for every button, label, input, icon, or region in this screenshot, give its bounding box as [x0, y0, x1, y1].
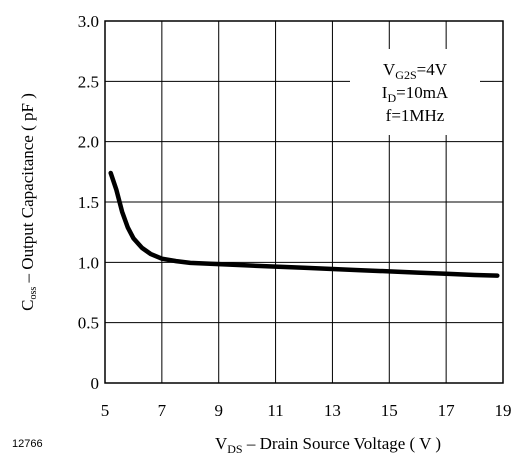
plot-frame — [104, 20, 504, 384]
condition-rest: =10mA — [396, 83, 449, 102]
x-axis-label-rest: – Drain Source Voltage ( V ) — [243, 434, 441, 453]
x-tick-labels: 5 7 9 11 13 15 17 19 — [101, 401, 512, 420]
condition-main: I — [382, 83, 388, 102]
x-tick-label: 9 — [214, 401, 223, 420]
condition-main: V — [383, 60, 396, 79]
figure-number: 12766 — [12, 438, 43, 450]
y-tick-label: 0.5 — [78, 314, 99, 333]
x-axis-label: VDS – Drain Source Voltage ( V ) — [215, 434, 441, 456]
x-tick-label: 7 — [158, 401, 167, 420]
x-tick-label: 13 — [324, 401, 341, 420]
y-axis-label-rest: – Output Capacitance ( pF ) — [18, 93, 37, 287]
conditions-background — [350, 49, 480, 135]
y-axis-label-main: C — [18, 300, 37, 311]
y-axis-label-sub: oss — [28, 287, 39, 300]
x-tick-label: 19 — [495, 401, 512, 420]
y-tick-label: 0 — [91, 374, 100, 393]
y-axis-label: Coss – Output Capacitance ( pF ) — [18, 93, 39, 311]
x-tick-label: 5 — [101, 401, 110, 420]
x-tick-label: 15 — [381, 401, 398, 420]
condition-line: ID=10mA — [382, 83, 449, 105]
y-tick-label: 1.0 — [78, 253, 99, 272]
series-line — [108, 170, 500, 278]
condition-line: VG2S=4V — [383, 60, 448, 82]
x-tick-label: 17 — [438, 401, 456, 420]
y-tick-label: 2.5 — [78, 72, 99, 91]
x-axis-label-sub: DS — [227, 442, 242, 456]
y-tick-labels: 0 0.5 1.0 1.5 2.0 2.5 3.0 — [78, 12, 99, 393]
condition-sub: D — [387, 91, 396, 105]
y-tick-label: 2.0 — [78, 133, 99, 152]
y-tick-label: 3.0 — [78, 12, 99, 31]
condition-line: f=1MHz — [386, 106, 445, 125]
y-tick-label: 1.5 — [78, 193, 99, 212]
x-axis-label-main: V — [215, 434, 228, 453]
x-tick-label: 11 — [267, 401, 283, 420]
condition-sub: G2S — [395, 68, 416, 82]
condition-main: f=1MHz — [386, 106, 445, 125]
condition-rest: =4V — [417, 60, 448, 79]
